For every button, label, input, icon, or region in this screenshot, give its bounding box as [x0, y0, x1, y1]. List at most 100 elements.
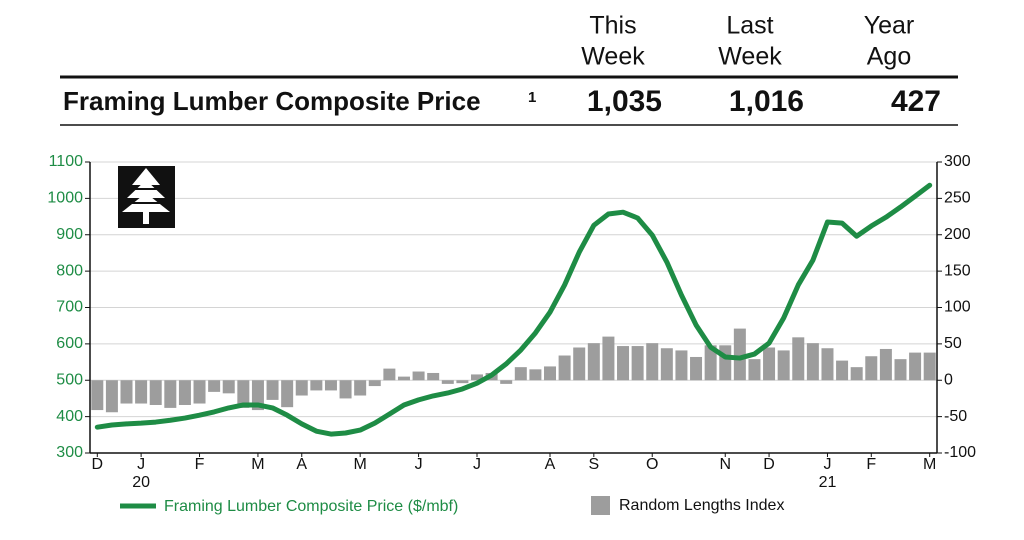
bar: [208, 380, 221, 392]
bar: [470, 374, 483, 381]
bar: [631, 346, 644, 381]
x-tick-label: M: [251, 456, 264, 473]
y-tick-label: 1100: [49, 153, 84, 170]
value: 427: [891, 85, 941, 118]
y2-tick-label: 300: [944, 153, 971, 170]
bar: [690, 356, 703, 381]
bar: [412, 371, 425, 381]
bar: [806, 343, 819, 381]
bar: [295, 380, 308, 396]
bar: [558, 355, 571, 381]
bar: [91, 380, 104, 411]
y-tick-label: 500: [56, 371, 83, 388]
x-tick-label: F: [866, 456, 876, 473]
y2-tick-label: 250: [944, 190, 971, 207]
y-tick-label: 600: [56, 335, 83, 352]
bar: [266, 380, 279, 400]
bar: [894, 359, 907, 381]
column-title: Last: [726, 12, 773, 40]
column-title: Year: [864, 12, 915, 40]
y-tick-label: 1000: [47, 190, 83, 207]
bar: [310, 380, 323, 391]
bar: [836, 360, 849, 381]
bar: [602, 336, 615, 381]
y2-tick-label: 200: [944, 226, 971, 243]
x-tick-label: D: [92, 456, 104, 473]
bar: [324, 380, 337, 391]
bar: [821, 348, 834, 381]
bar: [368, 380, 381, 387]
x-tick-label: J: [473, 456, 481, 473]
bar: [850, 367, 863, 381]
y-tick-label: 300: [56, 444, 83, 461]
x-tick-label: M: [923, 456, 936, 473]
x-tick-label: F: [195, 456, 205, 473]
y-tick-label: 900: [56, 226, 83, 243]
bar: [222, 380, 235, 394]
bar: [135, 380, 148, 404]
bar: [909, 352, 922, 381]
bar: [383, 368, 396, 381]
bar: [149, 380, 162, 405]
bar: [573, 347, 586, 381]
y2-tick-label: 100: [944, 299, 971, 316]
bar: [456, 380, 469, 384]
bar: [120, 380, 133, 404]
x-tick-label: A: [545, 456, 556, 473]
bar: [733, 328, 746, 381]
plot: 300 400 500 600 700 800 900 1000 1100 -100 -50 0 50 1…: [47, 153, 976, 491]
y2-tick-label: 50: [944, 335, 962, 352]
y-tick-label: 700: [56, 299, 83, 316]
bar: [354, 380, 367, 396]
legend-swatch: [591, 496, 610, 515]
x-tick-label: J: [823, 456, 831, 473]
bar: [748, 359, 761, 381]
bar: [617, 346, 630, 381]
bar: [427, 372, 440, 381]
y2-tick-label: -50: [944, 408, 967, 425]
bar: [544, 366, 557, 381]
x-tick-label: J: [415, 456, 423, 473]
x-tick-label: A: [296, 456, 307, 473]
y2-tick-label: 150: [944, 262, 971, 279]
legend-label: Random Lengths Index: [619, 497, 784, 514]
column-title: Ago: [867, 43, 911, 71]
year-label: 21: [819, 474, 837, 491]
x-tick-label: D: [763, 456, 775, 473]
bar: [441, 380, 454, 384]
row-label: Framing Lumber Composite Price: [63, 86, 481, 116]
year-label: 20: [132, 474, 150, 491]
column-title: Week: [718, 43, 782, 71]
bar: [397, 376, 410, 381]
footnote: 1: [528, 89, 536, 106]
bar: [237, 380, 250, 408]
bar: [675, 350, 688, 381]
value: 1,016: [729, 85, 804, 118]
bar: [281, 380, 294, 408]
bar: [587, 343, 600, 381]
logo: [118, 166, 175, 228]
line: [94, 182, 933, 437]
bar: [719, 345, 732, 381]
y-tick-label: 400: [56, 408, 83, 425]
bar: [646, 343, 659, 381]
bar: [792, 337, 805, 381]
bar: [251, 380, 264, 411]
x-tick-label: S: [588, 456, 599, 473]
bar: [164, 380, 177, 408]
value: 1,035: [587, 85, 662, 118]
bar: [500, 380, 513, 384]
legend-label: Framing Lumber Composite Price ($/mbf): [164, 498, 458, 515]
bar: [514, 367, 527, 381]
bar: [763, 347, 776, 381]
y2-tick-label: -100: [944, 444, 976, 461]
x-tick-label: O: [646, 456, 658, 473]
column-title: This: [589, 12, 636, 40]
bar: [923, 352, 936, 381]
bar: [704, 345, 717, 381]
bar: [193, 380, 206, 404]
bar: [178, 380, 191, 405]
x-tick-label: J: [137, 456, 145, 473]
bar: [865, 356, 878, 381]
